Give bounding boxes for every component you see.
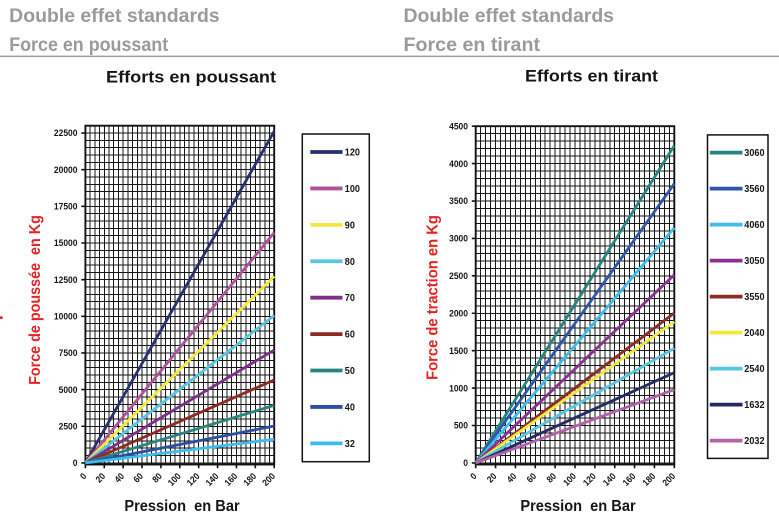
svg-text:Pression en Bar: Pression en Bar xyxy=(124,498,239,515)
svg-text:500: 500 xyxy=(454,421,468,432)
svg-text:3500: 3500 xyxy=(449,196,468,207)
svg-text:15000: 15000 xyxy=(54,238,78,249)
svg-text:12500: 12500 xyxy=(54,275,78,286)
svg-text:Pression en Bar: Pression en Bar xyxy=(520,498,635,515)
svg-text:3060: 3060 xyxy=(744,148,765,159)
svg-text:2500: 2500 xyxy=(449,271,468,282)
svg-text:Efforts en poussant: Efforts en poussant xyxy=(106,68,276,87)
svg-text:4060: 4060 xyxy=(744,220,765,231)
svg-text:2540: 2540 xyxy=(744,364,765,375)
svg-text:10000: 10000 xyxy=(54,311,78,322)
svg-text:Force en poussant: Force en poussant xyxy=(9,35,169,56)
svg-text:2040: 2040 xyxy=(744,328,765,339)
svg-text:100: 100 xyxy=(345,184,361,195)
svg-text:0: 0 xyxy=(73,458,78,469)
svg-text:7500: 7500 xyxy=(59,348,78,359)
svg-text:17500: 17500 xyxy=(54,202,78,213)
svg-text:2500: 2500 xyxy=(59,421,78,432)
svg-text:120: 120 xyxy=(345,148,361,159)
svg-text:Double effet standards: Double effet standards xyxy=(9,6,220,27)
svg-text:3560: 3560 xyxy=(744,184,765,195)
svg-text:Efforts en tirant: Efforts en tirant xyxy=(525,67,658,86)
svg-text:90: 90 xyxy=(345,220,355,231)
svg-text:60: 60 xyxy=(345,330,355,341)
svg-text:40: 40 xyxy=(345,402,355,413)
svg-text:Force de poussée en Kg: Force de poussée en Kg xyxy=(26,215,44,385)
svg-text:1632: 1632 xyxy=(744,400,765,411)
svg-text:0: 0 xyxy=(78,471,88,481)
svg-text:0: 0 xyxy=(468,471,478,481)
svg-text:20000: 20000 xyxy=(54,165,78,176)
svg-text:80: 80 xyxy=(345,257,355,268)
svg-text:32: 32 xyxy=(345,439,355,450)
svg-text:50: 50 xyxy=(345,366,355,377)
svg-text:1500: 1500 xyxy=(449,346,468,357)
svg-text:1000: 1000 xyxy=(449,383,468,394)
svg-text:22500: 22500 xyxy=(54,128,78,139)
svg-text:2000: 2000 xyxy=(449,308,468,319)
svg-text:0: 0 xyxy=(463,458,468,469)
svg-text:3000: 3000 xyxy=(449,234,468,245)
svg-text:70: 70 xyxy=(345,293,355,304)
svg-text:5000: 5000 xyxy=(59,385,78,396)
svg-text:Force de traction en Kg: Force de traction en Kg xyxy=(424,215,442,380)
svg-text:3050: 3050 xyxy=(744,256,765,267)
svg-text:Double effet standards: Double effet standards xyxy=(404,6,615,27)
svg-text:Force en tirant: Force en tirant xyxy=(404,35,541,56)
svg-text:4500: 4500 xyxy=(449,121,468,132)
svg-text:3550: 3550 xyxy=(744,292,765,303)
svg-text:4000: 4000 xyxy=(449,159,468,170)
svg-text:2032: 2032 xyxy=(744,436,765,447)
